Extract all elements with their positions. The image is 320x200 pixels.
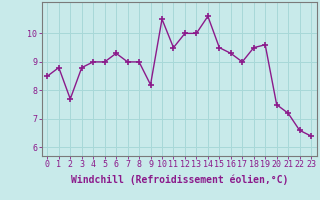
X-axis label: Windchill (Refroidissement éolien,°C): Windchill (Refroidissement éolien,°C): [70, 175, 288, 185]
